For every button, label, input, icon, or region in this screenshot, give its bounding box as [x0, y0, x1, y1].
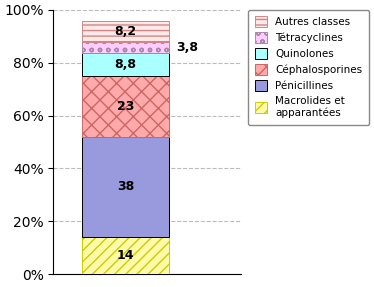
Text: 8,2: 8,2: [114, 25, 137, 38]
Text: 8,8: 8,8: [115, 58, 137, 71]
Text: 23: 23: [117, 100, 134, 113]
Text: 38: 38: [117, 181, 134, 193]
Bar: [82, 237, 169, 274]
Bar: [82, 137, 169, 237]
Bar: [82, 42, 169, 53]
Text: 14: 14: [117, 249, 134, 262]
Legend: Autres classes, Tétracyclines, Quinolones, Céphalosporines, Pénicillines, Macrol: Autres classes, Tétracyclines, Quinolone…: [248, 9, 369, 125]
Bar: [82, 21, 169, 42]
Text: 3,8: 3,8: [176, 41, 198, 54]
Bar: [82, 53, 169, 76]
Bar: [82, 76, 169, 137]
